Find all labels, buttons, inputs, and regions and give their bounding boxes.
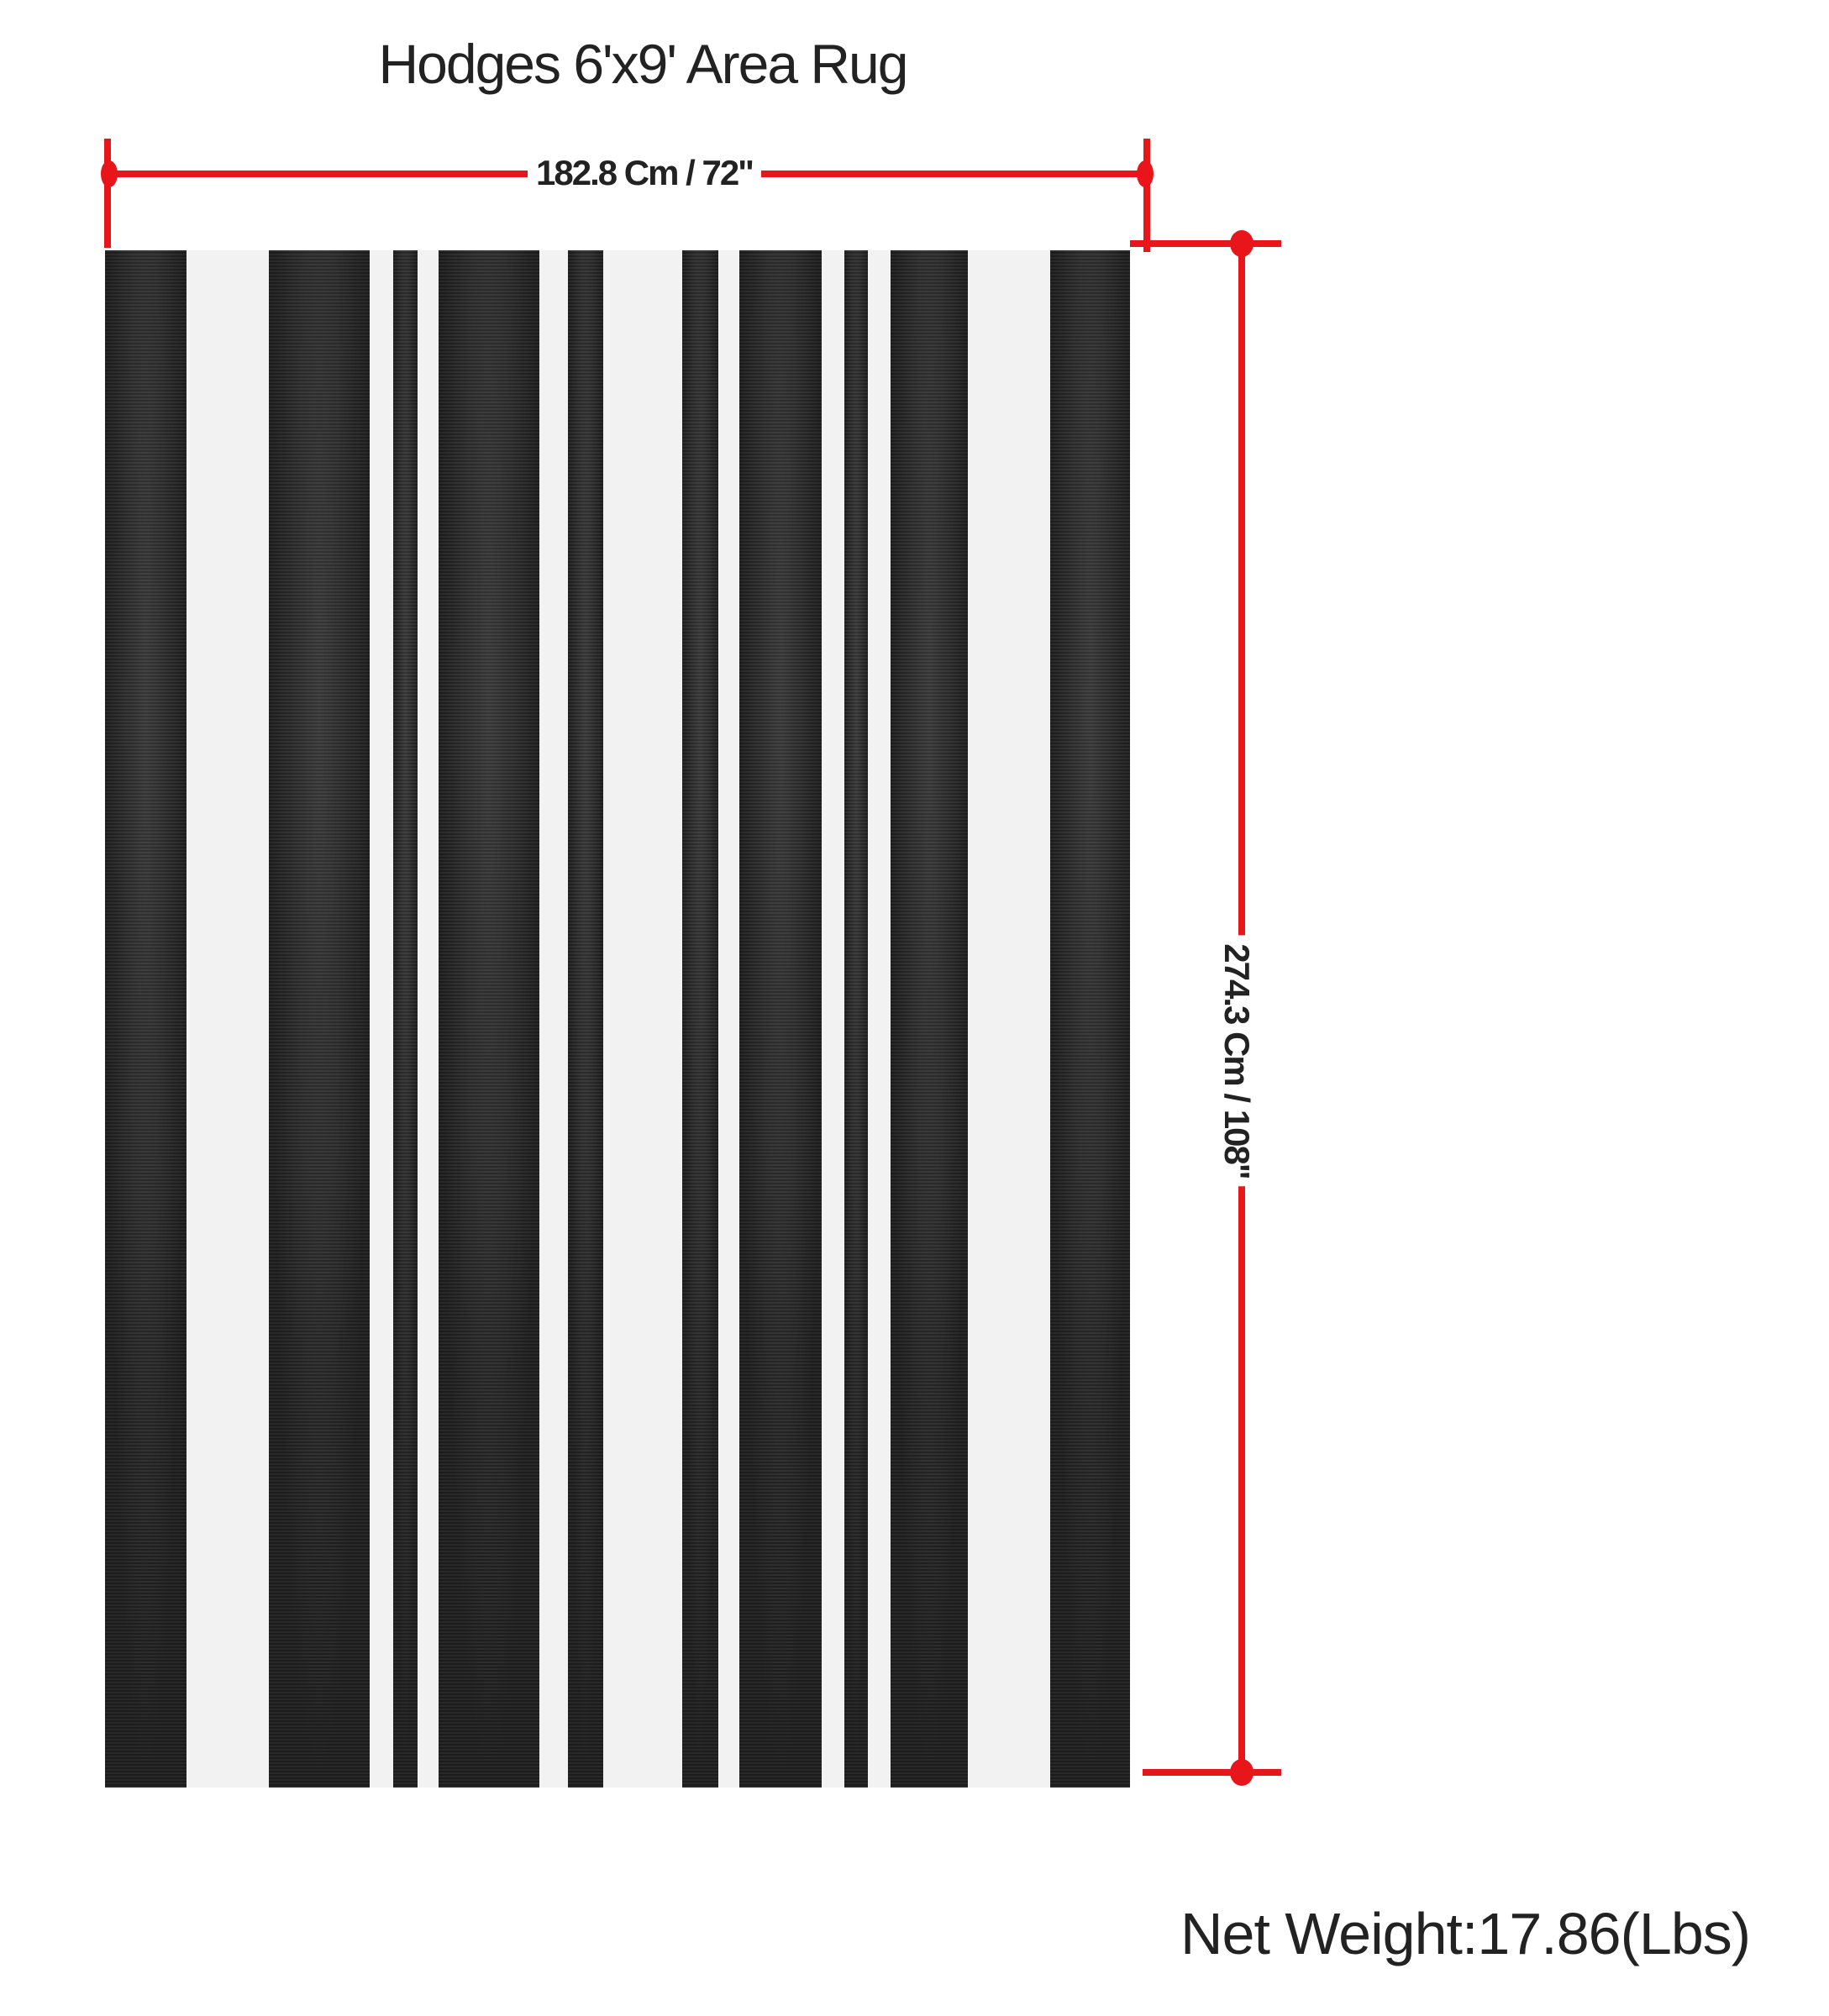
rug-dark-stripe (739, 250, 822, 1788)
rug-dark-stripe (393, 250, 418, 1788)
width-right-marker (1137, 160, 1154, 187)
product-title: Hodges 6'x9' Area Rug (378, 33, 909, 95)
height-dimension-label: 274.3 Cm / 108" (1217, 935, 1257, 1187)
rug-dark-stripe (105, 250, 187, 1788)
height-bottom-marker (1230, 1759, 1253, 1786)
rug-dark-stripe (891, 250, 968, 1788)
rug-dark-stripe (568, 250, 603, 1788)
height-top-marker (1230, 230, 1253, 257)
width-dimension-label: 182.8 Cm / 72" (528, 153, 762, 193)
rug-dark-stripe (269, 250, 370, 1788)
rug-dark-stripe (844, 250, 868, 1788)
rug-dark-stripe (682, 250, 718, 1788)
rug-dark-stripe (1050, 250, 1130, 1788)
rug-image (105, 250, 1130, 1788)
rug-dark-stripe (439, 250, 539, 1788)
net-weight: Net Weight:17.86(Lbs) (1180, 1901, 1751, 1966)
width-left-marker (101, 160, 118, 187)
